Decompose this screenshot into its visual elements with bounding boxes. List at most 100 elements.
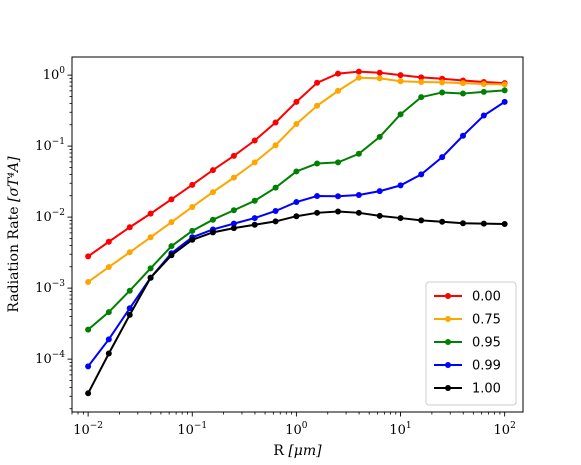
plot-frame — [71, 56, 524, 413]
data-point — [335, 87, 342, 94]
data-point — [272, 184, 279, 191]
data-point — [355, 74, 362, 81]
data-point — [251, 215, 258, 222]
data-point — [189, 236, 196, 243]
y-tick-label: 10−2 — [35, 208, 65, 225]
data-point — [230, 174, 237, 181]
data-point — [418, 74, 425, 81]
data-point — [85, 390, 92, 397]
data-point — [293, 213, 300, 220]
y-axis-label: Radiation Rate [σT⁴A] — [6, 156, 22, 313]
data-point — [105, 264, 112, 271]
data-point — [355, 209, 362, 216]
data-point — [459, 220, 466, 227]
data-point — [397, 111, 404, 118]
x-axis-label-main: R — [273, 443, 284, 459]
data-point — [105, 309, 112, 316]
data-point — [251, 197, 258, 204]
data-point — [397, 78, 404, 85]
data-point — [189, 203, 196, 210]
series-line — [87, 76, 505, 283]
data-point — [168, 243, 175, 250]
x-tick-label: 100 — [285, 421, 308, 438]
data-point — [209, 189, 216, 196]
data-point — [147, 210, 154, 217]
data-point — [376, 188, 383, 195]
legend-marker — [445, 339, 451, 345]
y-axis-ticks: 10−4 10−3 10−2 10−1 100 — [35, 66, 72, 367]
data-point — [189, 227, 196, 234]
data-point — [126, 287, 133, 294]
data-point — [335, 193, 342, 200]
data-point — [314, 160, 321, 167]
data-point — [314, 193, 321, 200]
data-point — [335, 159, 342, 166]
data-point — [397, 215, 404, 222]
data-point — [480, 80, 487, 87]
data-point — [147, 274, 154, 281]
data-point — [147, 234, 154, 241]
y-tick-label: 10−1 — [35, 137, 65, 154]
data-point — [459, 80, 466, 87]
data-point — [105, 350, 112, 357]
data-point — [293, 98, 300, 105]
legend-label: 0.99 — [472, 359, 501, 374]
data-point — [355, 68, 362, 75]
y-axis-label-unit: [σT⁴A] — [6, 156, 22, 202]
data-point — [501, 221, 508, 228]
data-point — [105, 238, 112, 245]
data-point — [314, 209, 321, 216]
data-point — [480, 220, 487, 227]
data-point — [335, 70, 342, 77]
data-point — [105, 336, 112, 343]
data-point — [480, 88, 487, 95]
data-point — [230, 220, 237, 227]
x-axis-label-unit: [μm] — [288, 443, 322, 459]
legend-box — [425, 281, 517, 406]
data-point — [397, 182, 404, 189]
data-point — [272, 218, 279, 225]
data-point — [272, 142, 279, 149]
legend-label: 0.95 — [472, 336, 501, 351]
data-point — [189, 181, 196, 188]
legend-marker — [445, 316, 451, 322]
data-point — [126, 305, 133, 312]
data-point — [314, 79, 321, 86]
data-point — [501, 87, 508, 94]
legend-entry: 1.00 — [434, 382, 501, 397]
data-point — [230, 207, 237, 214]
data-point — [355, 191, 362, 198]
y-axis-label-main: Radiation Rate — [6, 206, 22, 312]
data-point — [251, 221, 258, 228]
legend-marker — [445, 362, 451, 368]
data-point — [439, 218, 446, 225]
data-point — [293, 120, 300, 127]
data-point — [418, 94, 425, 101]
data-point — [251, 159, 258, 166]
data-point — [168, 219, 175, 226]
data-point — [376, 69, 383, 76]
legend-entry: 0.95 — [434, 336, 501, 351]
data-point — [230, 152, 237, 159]
data-point — [501, 98, 508, 105]
data-point — [126, 224, 133, 231]
data-point — [251, 137, 258, 144]
data-point — [126, 311, 133, 318]
data-point — [85, 363, 92, 370]
legend-entry: 0.75 — [434, 313, 501, 328]
data-point — [459, 90, 466, 97]
data-point — [126, 249, 133, 256]
data-point — [272, 119, 279, 126]
data-point — [376, 133, 383, 140]
legend-entry: 0.99 — [434, 359, 501, 374]
data-point — [293, 199, 300, 206]
series-0-00 — [85, 68, 508, 260]
data-point — [168, 196, 175, 203]
data-point — [418, 79, 425, 86]
legend-label: 0.75 — [472, 313, 501, 328]
series-layer — [85, 68, 508, 397]
data-point — [418, 171, 425, 178]
data-point — [480, 112, 487, 119]
x-tick-label: 101 — [389, 421, 411, 438]
y-tick-label: 100 — [43, 66, 66, 83]
